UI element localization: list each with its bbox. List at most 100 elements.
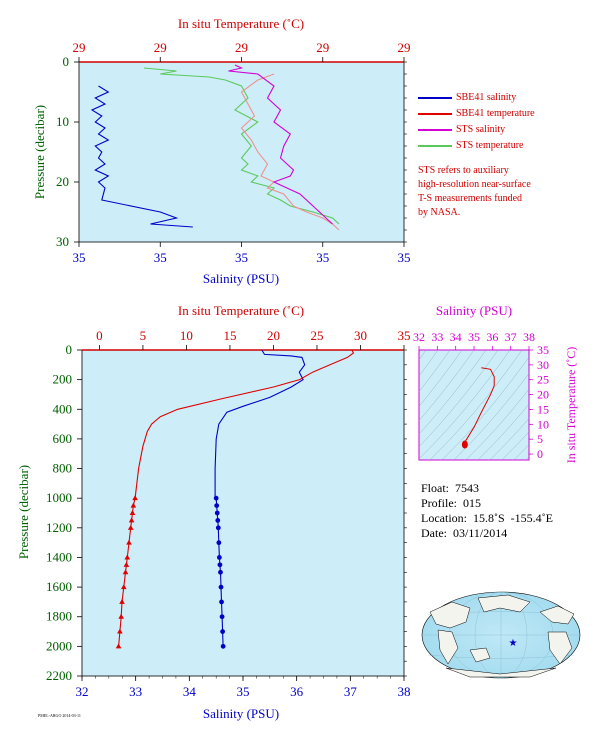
top-temp-ticks: 29 29 29 29 29: [73, 40, 411, 62]
bottom-temp-axis-title: In situ Temperature (˚C): [178, 303, 304, 318]
bottom-pressure-tick-label: 2200: [46, 668, 72, 683]
top-temp-axis-title: In situ Temperature (˚C): [178, 16, 304, 31]
sts-note-line: high-resolution near-surface: [418, 179, 531, 190]
bottom-temp-ticks: 0 5 10 15 20 25 30 35: [96, 328, 411, 350]
bottom-temp-tick-label: 0: [96, 328, 103, 343]
top-series-sts-temperature: [143, 67, 340, 225]
ts-temp-tick-label: 20: [537, 388, 549, 402]
bottom-pressure-tick-label: 1200: [46, 520, 72, 535]
salinity-point: [216, 555, 222, 560]
isopycnal-line: [419, 350, 427, 361]
bottom-pressure-tick-label: 1600: [46, 579, 72, 594]
legend-label: SBE41 salinity: [456, 92, 517, 103]
sts-note: STS refers to auxiliary high-resolution …: [418, 164, 598, 220]
temperature-point: [123, 561, 130, 567]
legend-item: SBE41 salinity: [418, 90, 535, 106]
ts-series-group: [461, 367, 495, 449]
bottom-temp-tick-label: 20: [267, 328, 280, 343]
ts-temp-tick-label: 30: [537, 358, 549, 372]
temperature-point: [118, 613, 124, 619]
temperature-point: [132, 495, 138, 501]
top-salinity-tick-label: 35: [154, 250, 167, 265]
top-temp-tick-label: 29: [235, 40, 248, 55]
top-temp-tick-label: 29: [316, 40, 329, 55]
bottom-pressure-tick-label: 200: [53, 372, 73, 387]
ts-salinity-tick-label: 38: [523, 330, 535, 344]
bottom-panel: In situ Temperature (˚C) 0 5 10 15 20 25 30 35 …: [16, 303, 411, 721]
salinity-point: [216, 540, 222, 546]
salinity-point: [215, 518, 221, 523]
profile-number: Profile: 015: [421, 496, 481, 510]
legend-swatch: [418, 145, 452, 147]
legend-swatch: [418, 129, 452, 131]
temperature-point: [119, 598, 125, 604]
top-panel: In situ Temperature (˚C) 29 29 29 29 29 35 35…: [32, 16, 411, 286]
ts-temp-tick-label: 10: [537, 417, 549, 431]
bottom-temperature-line: [118, 349, 355, 647]
isopycnal-line: [419, 350, 499, 448]
bottom-series-group: [115, 349, 355, 649]
bottom-pressure-tick-label: 0: [66, 342, 73, 357]
globe-land: [429, 594, 575, 678]
bottom-pressure-tick-label: 600: [53, 431, 73, 446]
float-id: Float: 7543: [421, 481, 480, 495]
salinity-point: [218, 584, 224, 590]
legend-item: SBE41 temperature: [418, 106, 535, 122]
bottom-pressure-tick-label: 800: [53, 461, 73, 476]
ts-salinity-axis-title: Salinity (PSU): [436, 303, 512, 318]
isopycnal-line: [429, 350, 523, 460]
bottom-pressure-axis-title: Pressure (decibar): [16, 465, 31, 559]
ts-salinity-tick-label: 35: [468, 330, 480, 344]
top-salinity-tick-label: 35: [73, 250, 86, 265]
bottom-pressure-tick-label: 1400: [46, 549, 72, 564]
isopycnal-line: [419, 350, 487, 435]
ts-isopycnal-lines: [419, 350, 529, 460]
temperature-point: [115, 643, 122, 649]
isopycnal-line: [453, 373, 529, 460]
ts-salinity-tick-label: 34: [450, 330, 462, 344]
salinity-point: [219, 599, 224, 605]
salinity-point: [213, 495, 219, 501]
top-salinity-axis-title: Salinity (PSU): [203, 271, 279, 286]
top-pressure-tick-label: 20: [56, 174, 69, 189]
legend: SBE41 salinity SBE41 temperature STS salin…: [418, 90, 535, 154]
top-salinity-tick-label: 35: [398, 250, 411, 265]
top-salinity-tick-label: 35: [316, 250, 329, 265]
bottom-temp-tick-label: 5: [140, 328, 147, 343]
bottom-pressure-tick-label: 400: [53, 401, 73, 416]
ts-salinity-tick-label: 36: [486, 330, 498, 344]
top-temp-tick-label: 29: [73, 40, 86, 55]
ts-salinity-tick-label: 32: [413, 330, 425, 344]
float-location: Location: 15.8˚S -155.4˚E: [421, 511, 553, 525]
isopycnal-line: [419, 350, 511, 459]
temperature-point: [127, 524, 134, 530]
ts-temp-tick-label: 35: [537, 343, 549, 357]
bottom-pressure-ticks: 0 200 400 600 800 1000 1200 1400 1600 1800 2000 220…: [46, 342, 407, 683]
legend-label: STS salinity: [456, 124, 506, 135]
isopycnal-line: [419, 350, 451, 392]
top-pressure-tick-label: 30: [56, 234, 69, 249]
top-series-sbe41-temperature: [240, 73, 340, 231]
salinity-point: [220, 629, 226, 634]
legend-label: SBE41 temperature: [456, 108, 535, 119]
temperature-point: [120, 584, 127, 590]
bottom-pressure-tick-label: 1000: [46, 490, 72, 505]
top-salinity-ticks: 35 35 35 35 35: [73, 242, 411, 265]
temperature-point: [130, 502, 137, 508]
sts-note-line: STS refers to auxiliary: [418, 165, 509, 176]
bottom-salinity-tick-label: 32: [76, 684, 89, 699]
salinity-point: [214, 503, 220, 508]
top-series-sbe41-salinity: [90, 85, 193, 228]
bottom-salinity-tick-label: 36: [290, 684, 304, 699]
sts-note-line: by NASA.: [418, 207, 461, 218]
salinity-point: [215, 525, 221, 531]
ts-salinity-ticks: 32 33 34 35 36 37 38: [413, 330, 535, 350]
bottom-pressure-tick-label: 2000: [46, 638, 72, 653]
bottom-salinity-tick-label: 38: [398, 684, 411, 699]
bottom-salinity-ticks: 32 33 34 35 36 37 38: [76, 676, 411, 699]
isopycnal-line: [441, 356, 529, 460]
top-temp-tick-label: 29: [398, 40, 411, 55]
bottom-salinity-tick-label: 33: [129, 684, 142, 699]
bottom-temp-tick-label: 15: [223, 328, 236, 343]
ts-deep-cluster: [461, 440, 468, 449]
